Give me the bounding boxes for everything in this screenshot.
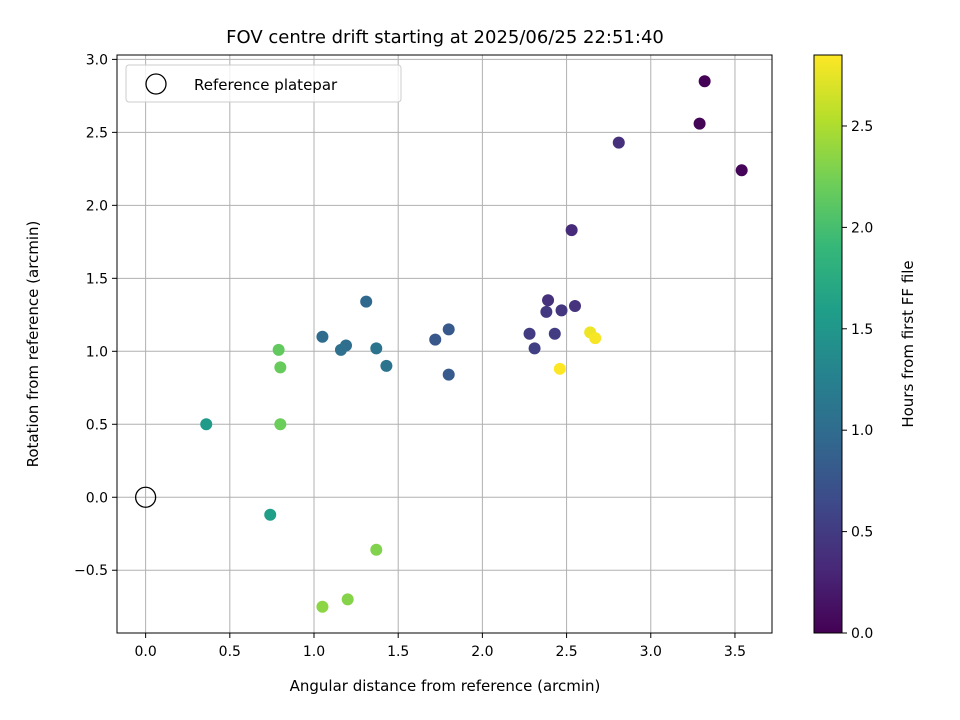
colorbar-label: Hours from first FF file [899, 260, 917, 427]
x-axis-label: Angular distance from reference (arcmin) [290, 677, 601, 695]
plot-frame [116, 54, 773, 634]
x-tick-label: 3.0 [640, 644, 662, 660]
data-point [200, 418, 213, 431]
data-point [528, 342, 541, 355]
x-tick-label: 2.5 [555, 644, 577, 660]
data-point [360, 295, 373, 308]
data-point [693, 117, 706, 130]
y-tick-label: 2.5 [86, 125, 108, 141]
data-point [442, 368, 455, 381]
data-point [568, 300, 581, 313]
data-point [548, 327, 561, 340]
y-tick-label: −0.5 [74, 563, 108, 579]
y-tick-label: 1.5 [86, 271, 108, 287]
colorbar-tick-label: 0.5 [851, 525, 873, 541]
data-point [264, 508, 277, 521]
data-point [540, 305, 553, 318]
legend-label: Reference platepar [194, 76, 338, 94]
colorbar-tick-label: 1.5 [851, 322, 873, 338]
y-tick-label: 2.0 [86, 198, 108, 214]
data-point [316, 600, 329, 613]
colorbar-tick-label: 0.0 [851, 626, 873, 642]
data-point [735, 164, 748, 177]
x-tick-label: 0.5 [219, 644, 241, 660]
data-point [370, 342, 383, 355]
reference-point [134, 486, 157, 508]
y-axis-ticks: −0.5 0.0 0.5 1.0 1.5 2.0 2.5 3.0 [74, 52, 117, 579]
legend: Reference platepar [125, 64, 402, 103]
y-tick-label: 0.5 [86, 417, 108, 433]
data-point [272, 343, 285, 356]
data-point [565, 224, 578, 237]
data-point [553, 362, 566, 375]
data-point [429, 333, 442, 346]
data-point [612, 136, 625, 149]
x-axis-ticks: 0.0 0.5 1.0 1.5 2.0 2.5 3.0 3.5 [134, 633, 746, 660]
data-point [589, 332, 602, 345]
x-tick-label: 1.5 [387, 644, 409, 660]
colorbar-gradient [813, 54, 843, 634]
y-tick-label: 1.0 [86, 344, 108, 360]
chart-title: FOV centre drift starting at 2025/06/25 … [226, 27, 664, 48]
x-tick-label: 3.5 [724, 644, 746, 660]
colorbar-tick-label: 2.5 [851, 119, 873, 135]
legend-open-circle-icon [145, 73, 167, 95]
y-tick-label: 3.0 [86, 52, 108, 68]
x-tick-label: 0.0 [134, 644, 156, 660]
data-point [555, 304, 568, 317]
grid [117, 55, 772, 633]
data-point [274, 361, 287, 374]
colorbar-tick-label: 1.0 [851, 423, 873, 439]
y-axis-label: Rotation from reference (arcmin) [24, 221, 42, 468]
data-point [334, 343, 347, 356]
data-point [442, 323, 455, 336]
y-tick-label: 0.0 [86, 490, 108, 506]
reference-marker-layer [134, 486, 157, 508]
colorbar-ticks: 0.0 0.5 1.0 1.5 2.0 2.5 [842, 119, 873, 642]
data-point [380, 359, 393, 372]
data-point [274, 418, 287, 431]
x-tick-label: 1.0 [303, 644, 325, 660]
colorbar: 0.0 0.5 1.0 1.5 2.0 2.5 Hours from first FF f… [813, 54, 917, 642]
x-tick-label: 2.0 [471, 644, 493, 660]
data-point [542, 294, 555, 307]
data-point [698, 75, 711, 88]
data-point [341, 593, 354, 606]
data-points [200, 75, 748, 613]
data-point [316, 330, 329, 343]
legend-box [125, 64, 402, 103]
data-point [523, 327, 536, 340]
colorbar-tick-label: 2.0 [851, 220, 873, 236]
data-point [370, 543, 383, 556]
